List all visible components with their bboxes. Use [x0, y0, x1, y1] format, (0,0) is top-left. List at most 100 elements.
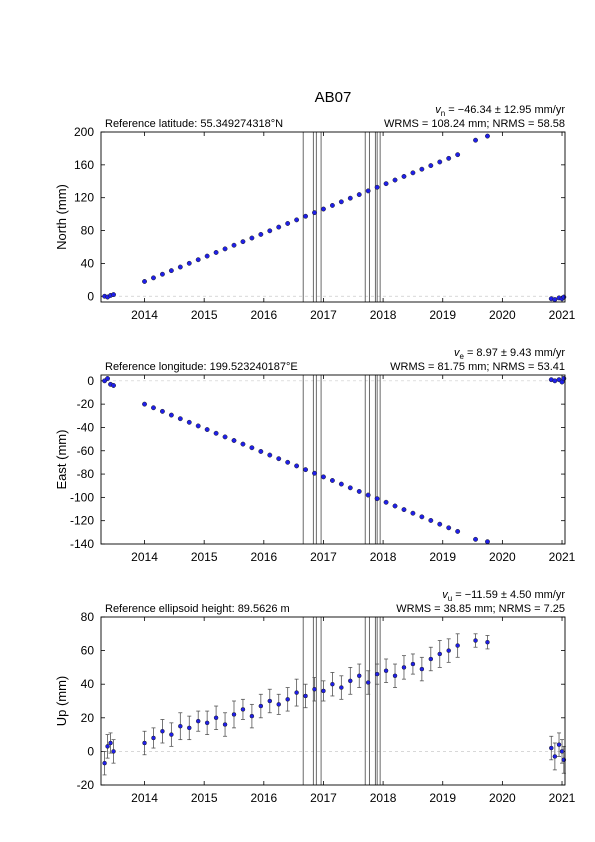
x-tick-label: 2014 — [131, 308, 158, 322]
data-point — [365, 188, 371, 194]
data-point — [108, 740, 113, 746]
data-point — [549, 745, 554, 751]
data-point — [374, 184, 380, 190]
data-point — [276, 224, 282, 230]
data-point — [142, 279, 147, 284]
rate-value: = 8.97 ± 9.43 mm/yr — [464, 347, 565, 359]
y-tick-label: 120 — [74, 191, 94, 205]
x-tick-label: 2019 — [429, 550, 456, 564]
data-point — [321, 474, 326, 480]
data-point — [111, 749, 116, 754]
x-tick-label: 2018 — [370, 308, 397, 322]
data-point — [294, 690, 299, 695]
x-tick-label: 2017 — [310, 308, 337, 322]
data-point — [556, 742, 562, 747]
stats: WRMS = 38.85 mm; NRMS = 7.25 — [396, 603, 565, 615]
data-point — [392, 673, 398, 679]
rate-subscript: n — [441, 109, 445, 118]
y-tick-label: -20 — [77, 778, 95, 792]
x-tick-label: 2017 — [310, 550, 337, 564]
data-point — [249, 235, 255, 241]
y-tick-label: -80 — [77, 467, 95, 481]
figure-title: AB07 — [315, 89, 352, 106]
x-tick-label: 2016 — [250, 308, 277, 322]
data-point — [312, 470, 317, 476]
x-tick-label: 2021 — [549, 791, 576, 805]
data-point — [213, 250, 219, 255]
x-tick-label: 2019 — [429, 308, 456, 322]
data-point — [374, 496, 380, 502]
subtitle: Reference latitude: 55.349274318°N — [105, 118, 283, 130]
data-point — [168, 268, 174, 274]
stats: WRMS = 108.24 mm; NRMS = 58.58 — [384, 118, 565, 130]
data-point — [105, 376, 111, 381]
rate-symbol: v — [454, 347, 461, 359]
y-tick-label: -20 — [77, 397, 95, 411]
x-tick-label: 2018 — [370, 791, 397, 805]
rate-value: = −46.34 ± 12.95 mm/yr — [445, 104, 565, 116]
y-axis-label: East (mm) — [54, 430, 69, 490]
data-point — [151, 275, 156, 281]
data-point — [356, 192, 362, 198]
data-point — [473, 536, 478, 542]
x-tick-label: 2021 — [549, 308, 576, 322]
panel: Reference latitude: 55.349274318°N WRMS =… — [54, 104, 576, 322]
data-point — [455, 643, 460, 648]
stats: WRMS = 81.75 mm; NRMS = 53.41 — [390, 361, 565, 373]
subtitle: Reference longitude: 199.523240187°E — [105, 361, 298, 373]
data-point — [410, 510, 416, 516]
data-point — [186, 419, 192, 425]
y-tick-label: 40 — [81, 256, 95, 270]
data-point — [552, 754, 558, 759]
data-point — [321, 688, 326, 694]
y-tick-label: 0 — [87, 289, 94, 303]
data-point — [347, 485, 353, 491]
data-point — [401, 665, 407, 670]
y-tick-label: -120 — [70, 514, 94, 528]
rate-symbol: v — [435, 104, 442, 116]
data-point — [446, 525, 452, 531]
data-point — [437, 159, 443, 165]
panel: Reference ellipsoid height: 89.5626 m WRM… — [54, 589, 576, 805]
data-point — [428, 656, 434, 662]
x-tick-label: 2015 — [191, 308, 218, 322]
y-tick-label: 40 — [81, 677, 95, 691]
y-axis-label: North (mm) — [54, 184, 69, 250]
data-point — [285, 459, 291, 465]
data-point — [392, 503, 398, 509]
data-point — [204, 427, 210, 432]
data-point — [485, 133, 490, 139]
data-point — [222, 434, 228, 440]
data-point — [186, 260, 192, 266]
x-tick-label: 2018 — [370, 550, 397, 564]
data-point — [374, 671, 380, 677]
data-point — [552, 297, 558, 302]
data-point — [329, 478, 335, 483]
data-point — [428, 163, 434, 169]
rate-subscript: e — [459, 352, 464, 361]
data-point — [437, 651, 443, 657]
data-point — [338, 199, 344, 205]
data-point — [187, 725, 192, 731]
x-tick-label: 2021 — [549, 550, 576, 564]
data-point — [285, 221, 291, 226]
rate-subscript: u — [448, 594, 452, 603]
data-point — [285, 697, 290, 702]
y-tick-label: 0 — [87, 744, 94, 758]
rate: vn = −46.34 ± 12.95 mm/yr — [435, 104, 565, 118]
y-tick-label: -100 — [70, 490, 94, 504]
data-point — [437, 521, 443, 527]
data-point — [177, 264, 183, 270]
data-point — [552, 378, 558, 384]
data-point — [383, 181, 389, 187]
data-point — [383, 668, 389, 674]
data-point — [222, 722, 228, 727]
y-tick-label: 200 — [74, 125, 94, 139]
data-point — [339, 685, 344, 690]
data-point — [383, 499, 389, 505]
data-point — [276, 702, 281, 707]
data-point — [204, 253, 210, 259]
data-point — [111, 383, 116, 388]
data-point — [276, 456, 282, 462]
